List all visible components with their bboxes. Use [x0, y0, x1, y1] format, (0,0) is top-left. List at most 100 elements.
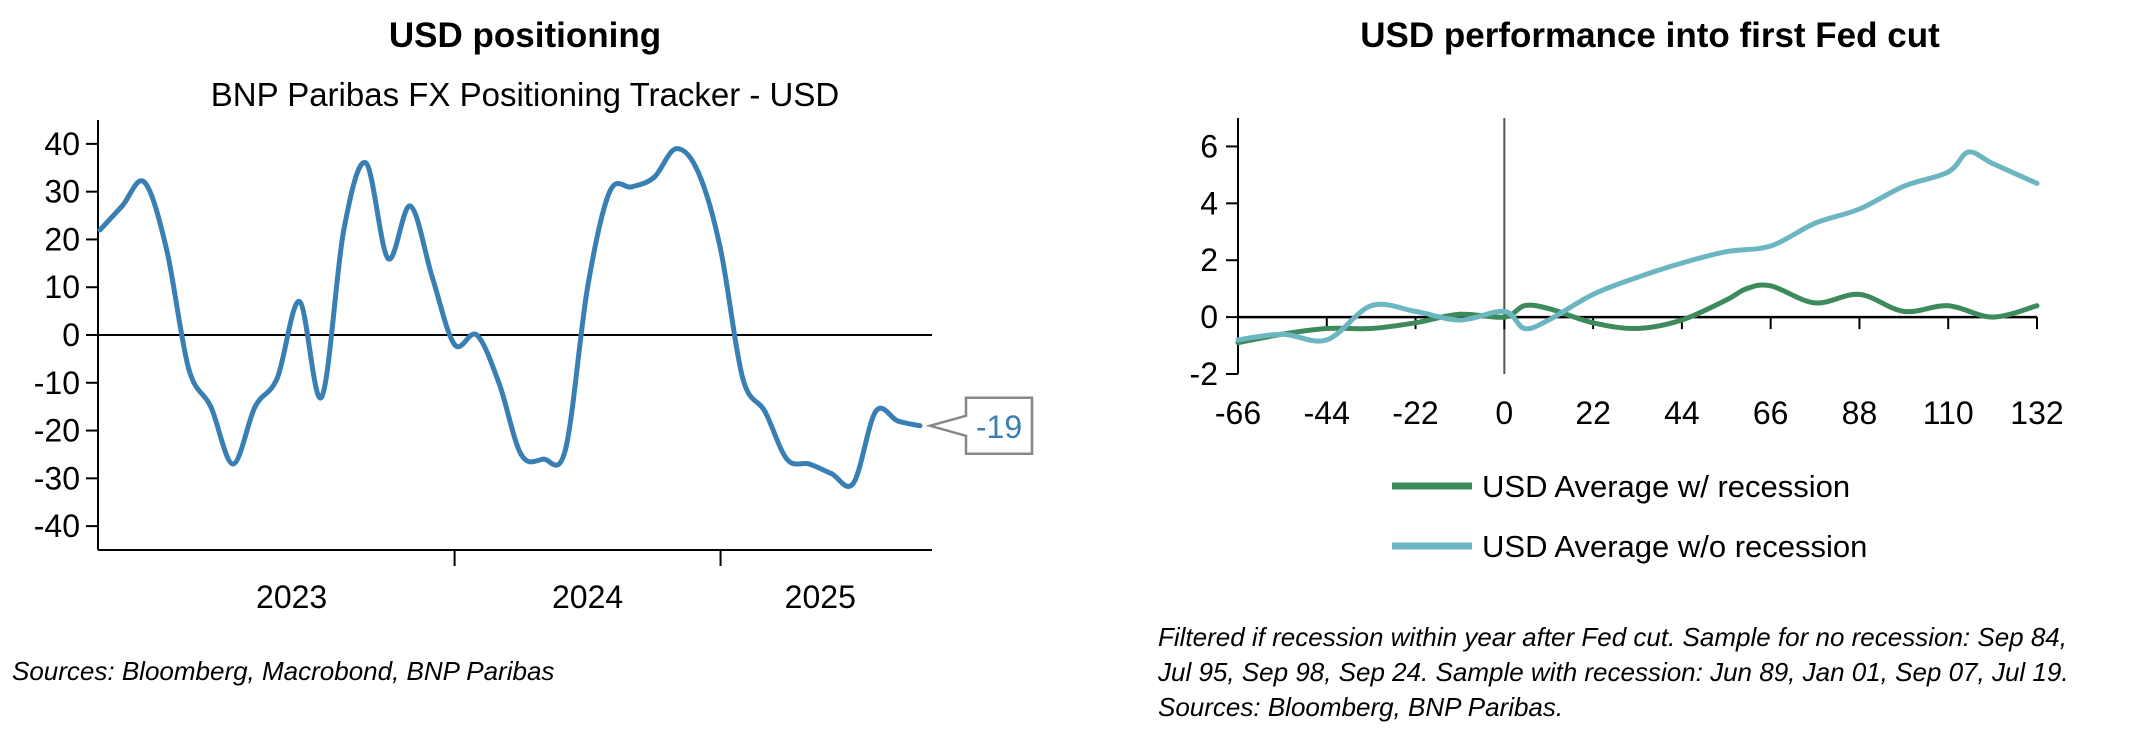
y-tick-label: 20 [44, 221, 80, 257]
data-point [1590, 320, 1596, 326]
data-point [651, 174, 657, 180]
right-note-line-2: Jul 95, Sep 98, Sep 24. Sample with rece… [1158, 657, 2069, 687]
y-tick-label: 30 [44, 174, 80, 210]
right-note-line-3: Sources: Bloomberg, BNP Paribas. [1158, 692, 1564, 722]
data-point [208, 404, 214, 410]
left-chart-title: BNP Paribas FX Positioning Tracker - USD [210, 76, 840, 113]
data-point [1368, 303, 1374, 309]
y-tick-label: -10 [34, 365, 80, 401]
data-point [385, 256, 391, 262]
data-point [740, 375, 746, 381]
x-tick-label: 2024 [552, 579, 623, 615]
legend-label-recession: USD Average w/ recession [1482, 469, 1850, 504]
data-point [1546, 317, 1552, 323]
data-point [119, 203, 125, 209]
data-point [141, 179, 147, 185]
y-tick-label: 2 [1200, 242, 1218, 278]
x-tick-label: -66 [1215, 395, 1261, 431]
data-point [1522, 303, 1528, 309]
data-point [873, 408, 879, 414]
data-point [1235, 337, 1241, 343]
data-point [1501, 314, 1507, 320]
data-point [784, 456, 790, 462]
data-point [1945, 303, 1951, 309]
x-tick-label: -44 [1304, 395, 1350, 431]
data-point [1590, 291, 1596, 297]
data-point [718, 246, 724, 252]
data-point [1457, 311, 1463, 317]
left-panel-title: USD positioning [388, 16, 662, 55]
data-point [296, 299, 302, 305]
data-point [429, 275, 435, 281]
x-tick-label: 2023 [256, 579, 327, 615]
data-point [1723, 249, 1729, 255]
data-point [1901, 308, 1907, 314]
data-point [1679, 260, 1685, 266]
y-tick-label: 10 [44, 269, 80, 305]
data-point [1324, 325, 1330, 331]
x-tick-label: 44 [1664, 395, 1700, 431]
data-point [474, 332, 480, 338]
y-tick-label: 40 [44, 126, 80, 162]
data-point [851, 480, 857, 486]
data-point [407, 203, 413, 209]
data-point [186, 365, 192, 371]
data-point [1945, 169, 1951, 175]
data-point [1723, 297, 1729, 303]
data-point [319, 394, 325, 400]
right-panel-title: USD performance into first Fed cut [1360, 16, 1940, 55]
last-value-label: -19 [976, 409, 1022, 445]
data-point [230, 461, 236, 467]
data-point [1324, 337, 1330, 343]
data-point [1812, 300, 1818, 306]
y-tick-label: -40 [34, 508, 80, 544]
data-point [695, 170, 701, 176]
data-point [1990, 314, 1996, 320]
x-tick-label: 22 [1575, 395, 1611, 431]
last-value-callout [925, 396, 1034, 456]
right-note-line-1: Filtered if recession within year after … [1158, 622, 2067, 652]
data-point [496, 380, 502, 386]
data-point [917, 423, 923, 429]
data-point [2034, 303, 2040, 309]
data-point [518, 451, 524, 457]
data-point [1635, 325, 1640, 331]
left-source-note: Sources: Bloomberg, Macrobond, BNP Parib… [12, 656, 555, 686]
data-point [1522, 325, 1528, 331]
data-point [341, 227, 347, 233]
data-point [540, 456, 546, 462]
y-tick-label: 6 [1200, 128, 1218, 164]
data-point [1635, 274, 1640, 280]
data-point [1990, 161, 1996, 167]
legend-label-no_recession: USD Average w/o recession [1482, 529, 1867, 564]
y-tick-label: 0 [1200, 299, 1218, 335]
y-tick-label: -20 [34, 413, 80, 449]
data-point [895, 418, 901, 424]
right-source-note: Filtered if recession within year after … [1158, 620, 2148, 725]
y-tick-label: 4 [1200, 185, 1218, 221]
x-tick-label: -22 [1392, 395, 1438, 431]
y-tick-label: -2 [1190, 356, 1218, 392]
x-tick-label: 132 [2010, 395, 2063, 431]
data-point [585, 284, 591, 290]
data-point [1768, 243, 1774, 249]
data-point [1501, 308, 1507, 314]
data-point [607, 189, 613, 195]
data-point [673, 146, 679, 152]
data-point [806, 461, 812, 467]
data-point [828, 471, 834, 477]
y-tick-label: 0 [62, 317, 80, 353]
data-point [274, 375, 280, 381]
data-point [1901, 183, 1907, 189]
positioning-chart: 40 30 20 10 0 -10 -20 -30 -40 2023 2024 2025 -19 [34, 120, 1034, 615]
x-tick-label: 2025 [785, 579, 856, 615]
data-point [1279, 331, 1285, 337]
data-point [1679, 317, 1685, 323]
data-point [1368, 325, 1374, 331]
usd-positioning-line [98, 146, 921, 489]
x-tick-label: 66 [1753, 395, 1789, 431]
x-tick-label: 110 [1923, 395, 1974, 431]
data-point [163, 246, 169, 252]
data-point [97, 227, 103, 233]
fed-cut-chart: 6 4 2 0 -2-66 -44 -22 0 22 44 66 88 110 132 USD Averag… [1190, 118, 2064, 564]
